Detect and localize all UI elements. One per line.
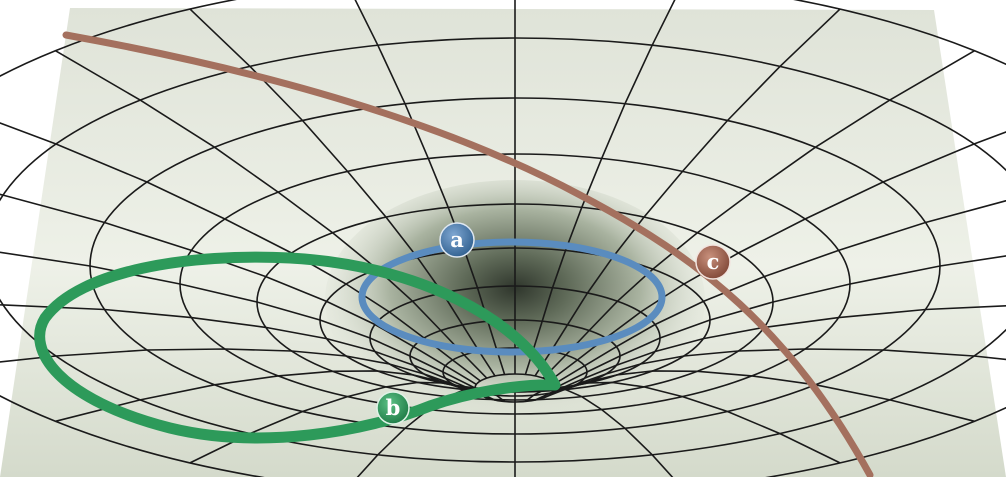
grid-spoke bbox=[534, 8, 841, 377]
grid-spoke bbox=[189, 8, 496, 377]
orbit-c bbox=[62, 31, 874, 477]
marker-c-label: c bbox=[707, 249, 720, 274]
marker-b: b bbox=[376, 391, 410, 425]
marker-b-label: b bbox=[386, 395, 401, 420]
marker-a-label: a bbox=[450, 227, 464, 252]
grid-spoke bbox=[554, 255, 1006, 389]
marker-a: a bbox=[439, 222, 475, 258]
orbit-b bbox=[34, 251, 561, 444]
grid-spoke bbox=[549, 348, 1006, 396]
grid-spoke bbox=[0, 193, 477, 386]
grid-spoke bbox=[0, 251, 476, 389]
grid-spoke bbox=[524, 387, 674, 477]
grid-spoke bbox=[553, 305, 1006, 393]
grid-spoke bbox=[534, 381, 841, 464]
grid-spoke bbox=[0, 348, 481, 396]
grid-spoke bbox=[0, 122, 481, 382]
grid-spoke bbox=[55, 370, 487, 423]
grid-spoke bbox=[524, 0, 676, 375]
grid-spoke bbox=[54, 50, 488, 379]
orbit-a bbox=[358, 238, 666, 356]
grid-spoke bbox=[553, 199, 1006, 386]
marker-c: c bbox=[695, 244, 731, 280]
